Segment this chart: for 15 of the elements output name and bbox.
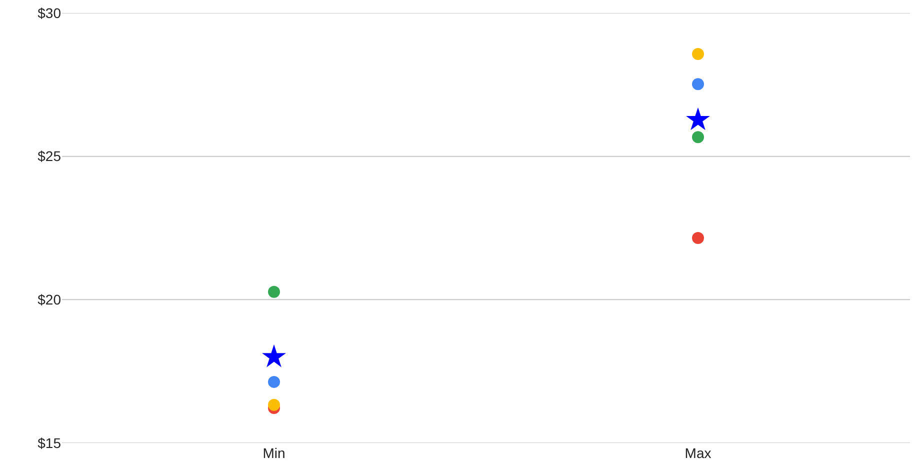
y-tick-label: $15 <box>38 434 62 451</box>
point <box>268 398 280 411</box>
point <box>686 107 710 130</box>
point <box>692 48 704 60</box>
point <box>262 344 286 368</box>
point <box>268 376 280 388</box>
x-tick-label: Min <box>262 445 286 461</box>
y-tick-label: $25 <box>38 148 62 164</box>
point <box>268 286 280 298</box>
point <box>692 232 704 244</box>
x-tick-label: Max <box>684 445 712 461</box>
point <box>692 131 704 144</box>
y-tick-label: $20 <box>38 292 62 308</box>
y-tick-label: $30 <box>38 4 62 21</box>
point <box>692 78 704 90</box>
